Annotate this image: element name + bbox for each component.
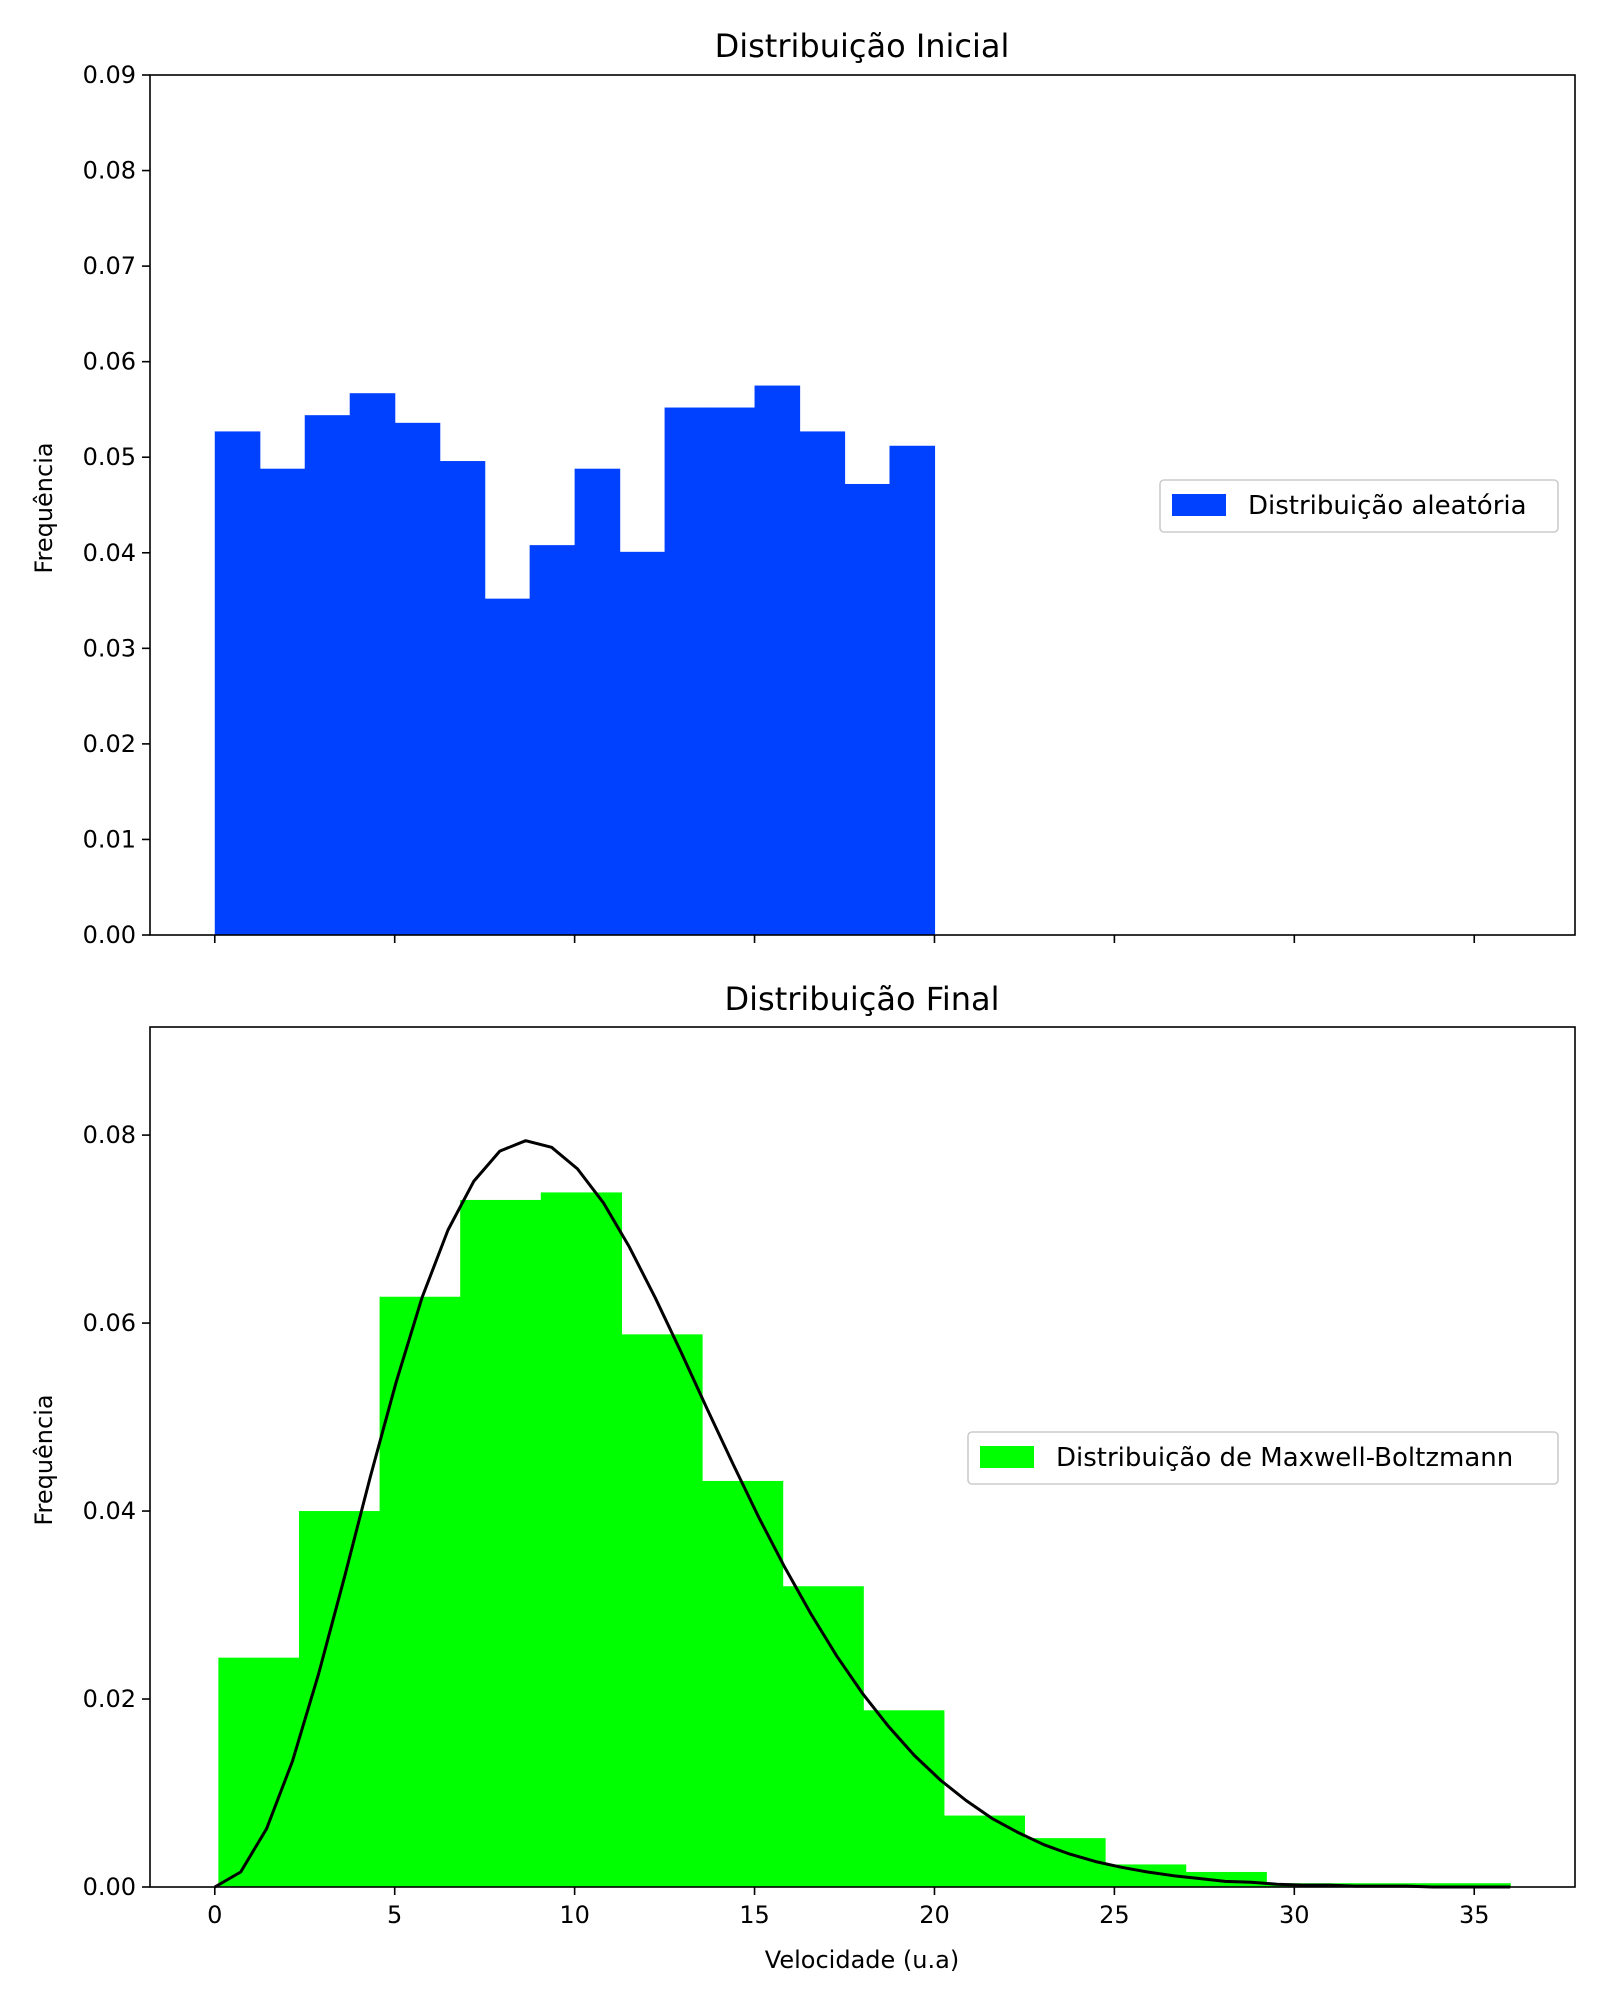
histogram-bar	[484, 598, 531, 935]
x-tick-label: 10	[559, 1901, 590, 1929]
histogram-bar	[664, 407, 711, 935]
legend-swatch-maxwell-boltzmann	[980, 1446, 1034, 1468]
y-tick-label: 0.02	[83, 730, 136, 758]
axis-ticks: 0.00 0.01 0.02 0.03 0.04 0.05 0.06 0.07 0.08 0.09	[83, 61, 1476, 949]
histogram-bar	[540, 1192, 623, 1887]
legend-box	[967, 1431, 1559, 1485]
y-tick-label: 0.04	[83, 1497, 136, 1525]
histogram-bar	[379, 1296, 461, 1887]
x-tick-label: 20	[919, 1901, 950, 1929]
legend: Distribuição de Maxwell-Boltzmann	[967, 1431, 1559, 1485]
histogram-bar	[218, 1657, 300, 1887]
maxwell-boltzmann-curve	[214, 1139, 1511, 1889]
histogram-bar	[943, 1815, 1026, 1887]
x-tick-label: 5	[387, 1901, 402, 1929]
y-axis-label: Frequência	[30, 1394, 58, 1525]
x-axis-label: Velocidade (u.a)	[765, 1946, 959, 1974]
y-tick-label: 0.07	[83, 252, 136, 280]
y-tick-label: 0.05	[83, 443, 136, 471]
histogram-bar	[304, 415, 351, 936]
histogram-bar	[259, 468, 306, 935]
initial-distribution-panel: Distribuição Inicial Frequência 0.00 0.01…	[30, 27, 1576, 949]
legend-label-maxwell-boltzmann: Distribuição de Maxwell-Boltzmann	[1056, 1443, 1513, 1473]
y-tick-label: 0.00	[83, 1873, 136, 1901]
histogram-bar	[394, 422, 441, 935]
plot-area-frame	[149, 74, 1576, 936]
histogram-bar	[214, 431, 261, 935]
histogram-bar	[460, 1199, 542, 1887]
histogram-bar	[529, 545, 576, 935]
y-axis-label: Frequência	[30, 442, 58, 573]
histogram-bar	[439, 461, 486, 935]
histogram-bar	[619, 551, 666, 935]
legend-box	[1159, 479, 1559, 533]
histogram-bar	[754, 385, 801, 935]
y-tick-label: 0.06	[83, 1309, 136, 1337]
y-tick-label: 0.00	[83, 921, 136, 949]
histogram-bar	[844, 483, 891, 935]
histogram-bar	[1024, 1838, 1106, 1887]
y-tick-label: 0.02	[83, 1685, 136, 1713]
plot-area-frame	[149, 1026, 1576, 1888]
y-tick-label: 0.09	[83, 61, 136, 89]
panel-title: Distribuição Inicial	[715, 27, 1010, 65]
x-tick-label: 0	[207, 1901, 222, 1929]
x-tick-label: 30	[1279, 1901, 1310, 1929]
histogram-bars	[214, 385, 936, 936]
x-tick-label: 35	[1459, 1901, 1490, 1929]
histogram-bar	[621, 1334, 703, 1887]
legend: Distribuição aleatória	[1159, 479, 1559, 533]
histogram-bar	[709, 407, 756, 935]
x-tick-label: 25	[1099, 1901, 1130, 1929]
y-tick-label: 0.01	[83, 825, 136, 853]
y-tick-label: 0.04	[83, 539, 136, 567]
histogram-bar	[1427, 1883, 1511, 1887]
panel-title: Distribuição Final	[725, 980, 1000, 1018]
y-tick-label: 0.08	[83, 157, 136, 185]
histogram-bar	[889, 445, 936, 935]
final-distribution-panel: Distribuição Final Frequência Velocidade…	[30, 980, 1576, 1974]
histogram-bar	[349, 393, 396, 935]
y-tick-label: 0.08	[83, 1121, 136, 1149]
axis-ticks: 0.00 0.02 0.04 0.06 0.08 0 5 10 15 20 25 30 35	[83, 1121, 1490, 1929]
histogram-bar	[574, 468, 621, 935]
histogram-bar	[863, 1710, 945, 1887]
y-tick-label: 0.03	[83, 634, 136, 662]
histogram-bars	[218, 1192, 1511, 1887]
x-tick-label: 15	[739, 1901, 770, 1929]
histogram-bar	[702, 1480, 784, 1887]
curve-line	[214, 1139, 1511, 1889]
histogram-bar	[799, 431, 846, 935]
legend-label-random: Distribuição aleatória	[1248, 491, 1527, 521]
histogram-bar	[1105, 1864, 1187, 1887]
y-tick-label: 0.06	[83, 348, 136, 376]
legend-swatch-random	[1172, 494, 1226, 516]
